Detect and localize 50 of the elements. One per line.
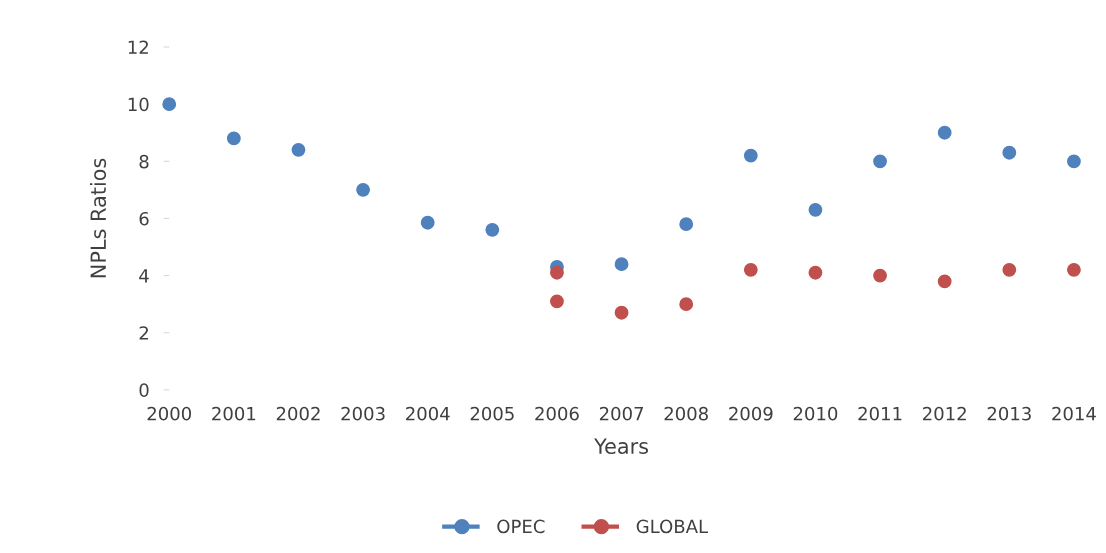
point <box>873 154 887 169</box>
point <box>614 257 629 272</box>
point <box>679 217 694 232</box>
point <box>743 148 758 163</box>
point <box>873 268 887 283</box>
x-tick-label: 2011 <box>858 406 902 421</box>
point <box>937 125 952 140</box>
y-tick-label: 2 <box>139 326 148 340</box>
x-tick-label: 2002 <box>276 406 320 421</box>
x-tick-label: 2006 <box>535 406 579 421</box>
x-tick-label: 2008 <box>664 406 708 421</box>
point <box>808 265 823 280</box>
x-tick-label: 2007 <box>599 406 643 421</box>
y-tick-label: 0 <box>139 383 149 397</box>
point <box>550 265 564 280</box>
y-tick-label: 8 <box>139 154 149 169</box>
point <box>1002 145 1017 160</box>
x-tick-label: 2010 <box>793 406 838 421</box>
legend-label: GLOBAL <box>636 519 708 534</box>
y-tick-label: 4 <box>139 269 149 283</box>
point <box>485 222 500 237</box>
x-tick-label: 2004 <box>406 406 450 421</box>
point <box>550 294 564 309</box>
point <box>937 274 952 289</box>
y-tick-label: 10 <box>128 97 149 112</box>
y-tick-label: 12 <box>128 40 148 54</box>
point <box>226 131 241 146</box>
y-tick-label: 6 <box>139 211 149 226</box>
x-tick-label: 2003 <box>341 406 385 421</box>
point <box>291 142 306 157</box>
point <box>356 182 370 197</box>
x-tick-label: 2000 <box>147 406 191 421</box>
point <box>679 297 694 312</box>
x-axis-title: Years <box>594 438 649 455</box>
y-axis-title: NPLs Ratios <box>89 158 107 278</box>
point <box>1002 262 1017 277</box>
point <box>162 97 177 112</box>
point <box>1067 262 1081 277</box>
x-tick-label: 2014 <box>1052 406 1096 421</box>
point <box>420 215 435 230</box>
x-tick-label: 2013 <box>987 406 1031 421</box>
point <box>1067 154 1081 169</box>
x-tick-label: 2005 <box>470 406 514 421</box>
x-tick-label: 2001 <box>212 406 256 421</box>
point <box>743 262 758 277</box>
point <box>614 305 629 320</box>
x-tick-label: 2009 <box>729 406 773 421</box>
legend-label: OPEC <box>497 519 545 534</box>
point <box>808 202 823 217</box>
x-tick-label: 2012 <box>923 406 966 421</box>
